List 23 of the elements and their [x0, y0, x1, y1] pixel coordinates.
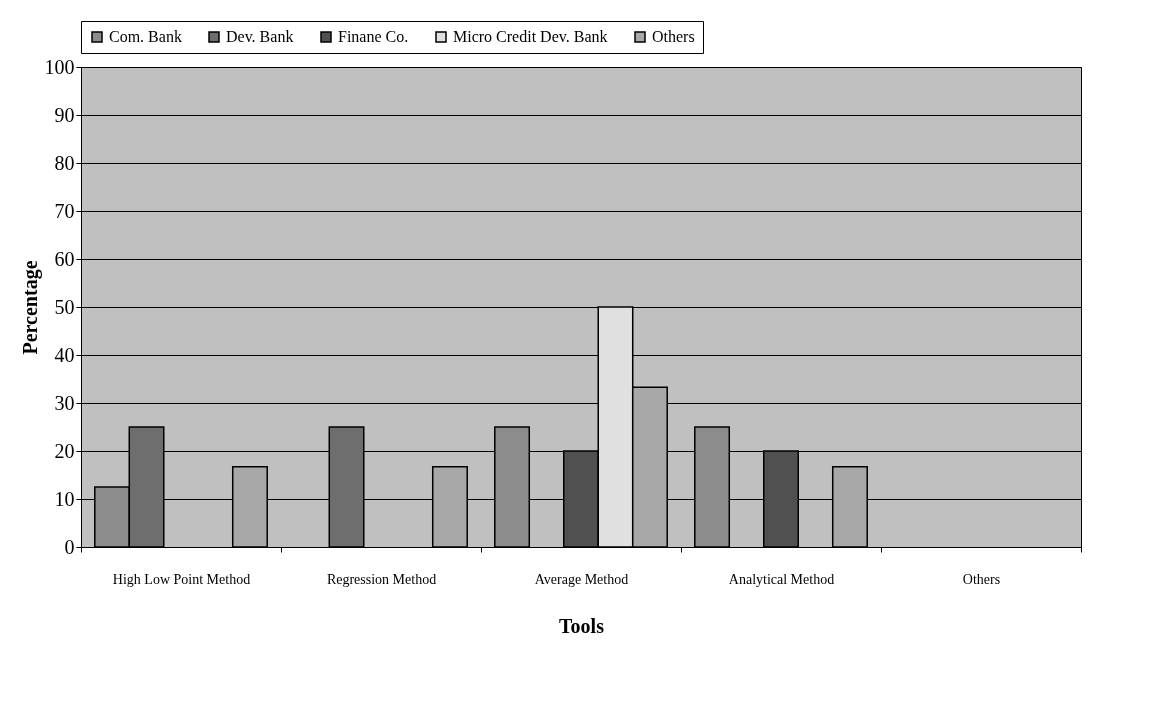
- x-axis-title: Tools: [559, 614, 605, 637]
- legend-label: Com. Bank: [109, 28, 182, 45]
- legend-label: Others: [652, 28, 695, 45]
- y-tick-label: 0: [64, 535, 75, 558]
- y-tick-label: 90: [54, 103, 75, 126]
- x-tick-label: Others: [962, 571, 1001, 587]
- y-tick-label: 10: [54, 487, 75, 510]
- y-tick-label: 20: [54, 439, 75, 462]
- y-tick-label: 80: [54, 151, 75, 174]
- legend-label: Dev. Bank: [226, 28, 294, 45]
- x-tick-label: High Low Point Method: [112, 571, 251, 587]
- y-tick-label: 100: [44, 55, 75, 78]
- x-tick-label: Average Method: [534, 571, 629, 587]
- y-tick-label: 40: [54, 343, 75, 366]
- x-tick-label: Regression Method: [326, 571, 437, 587]
- y-tick-label: 60: [54, 247, 75, 270]
- legend-label: Finane Co.: [338, 28, 409, 45]
- y-tick-label: 50: [54, 295, 75, 318]
- y-axis-title: Percentage: [18, 260, 42, 355]
- y-tick-label: 30: [54, 391, 75, 414]
- x-tick-label: Analytical Method: [728, 571, 835, 587]
- y-tick-label: 70: [54, 199, 75, 222]
- legend-label: Micro Credit Dev. Bank: [453, 28, 608, 45]
